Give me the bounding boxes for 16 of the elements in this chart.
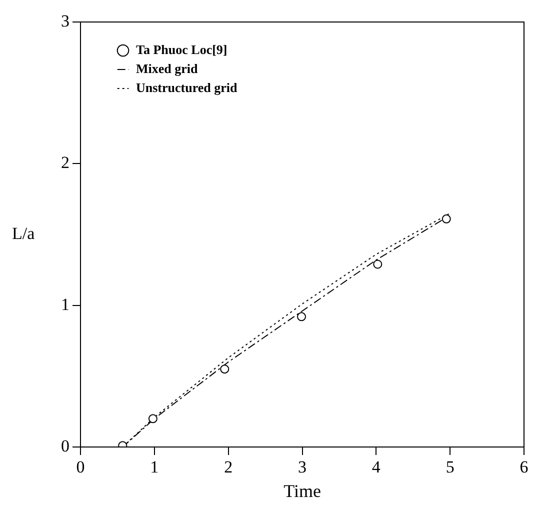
x-tick-label: 3 (298, 458, 306, 477)
legend-label: Mixed grid (136, 60, 199, 76)
x-tick-label: 2 (224, 458, 233, 477)
y-tick-label: 1 (61, 294, 70, 314)
x-tick-label: 4 (372, 458, 381, 477)
x-tick-label: 5 (446, 458, 454, 477)
y-tick-label: 2 (61, 153, 70, 172)
y-tick-label: 3 (61, 11, 70, 30)
legend-label: Ta Phuoc Loc[9] (136, 42, 228, 57)
y-axis-title: L/a (12, 224, 36, 243)
legend-label: Unstructured grid (136, 80, 238, 95)
y-tick-label: 0 (61, 436, 70, 456)
x-tick-label: 6 (520, 458, 528, 477)
x-tick-label: 1 (150, 458, 159, 477)
x-tick-label: 0 (76, 458, 85, 477)
x-axis-title: Time (284, 480, 321, 501)
